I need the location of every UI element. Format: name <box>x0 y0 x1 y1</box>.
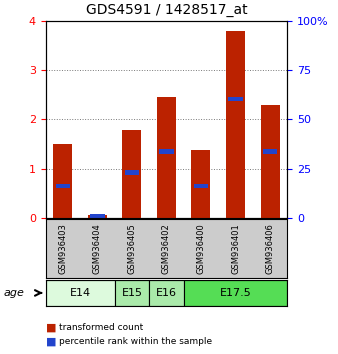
Bar <box>88 215 107 218</box>
Text: E17.5: E17.5 <box>220 288 251 298</box>
Bar <box>263 149 277 154</box>
Bar <box>157 97 176 218</box>
Text: GSM936403: GSM936403 <box>58 223 67 274</box>
Text: E16: E16 <box>156 288 177 298</box>
Bar <box>122 130 141 218</box>
Text: percentile rank within the sample: percentile rank within the sample <box>59 337 212 346</box>
Bar <box>192 150 211 218</box>
Text: GSM936402: GSM936402 <box>162 223 171 274</box>
Text: GSM936406: GSM936406 <box>266 223 274 274</box>
Bar <box>115 280 149 306</box>
Text: GSM936401: GSM936401 <box>231 223 240 274</box>
Bar <box>56 184 70 188</box>
Bar <box>149 280 184 306</box>
Title: GDS4591 / 1428517_at: GDS4591 / 1428517_at <box>86 4 247 17</box>
Bar <box>46 280 115 306</box>
Bar <box>228 97 243 101</box>
Text: GSM936404: GSM936404 <box>93 223 102 274</box>
Bar <box>125 170 139 175</box>
Text: GSM936405: GSM936405 <box>127 223 137 274</box>
Bar <box>184 280 287 306</box>
Text: E14: E14 <box>70 288 91 298</box>
Text: E15: E15 <box>121 288 142 298</box>
Bar <box>226 31 245 218</box>
Text: ■: ■ <box>46 322 56 332</box>
Text: age: age <box>3 288 24 298</box>
Text: transformed count: transformed count <box>59 323 143 332</box>
Bar <box>90 213 105 218</box>
Bar <box>194 184 208 188</box>
Bar <box>159 149 174 154</box>
Bar <box>53 144 72 218</box>
Bar <box>261 105 280 218</box>
Text: GSM936400: GSM936400 <box>196 223 206 274</box>
Text: ■: ■ <box>46 337 56 347</box>
